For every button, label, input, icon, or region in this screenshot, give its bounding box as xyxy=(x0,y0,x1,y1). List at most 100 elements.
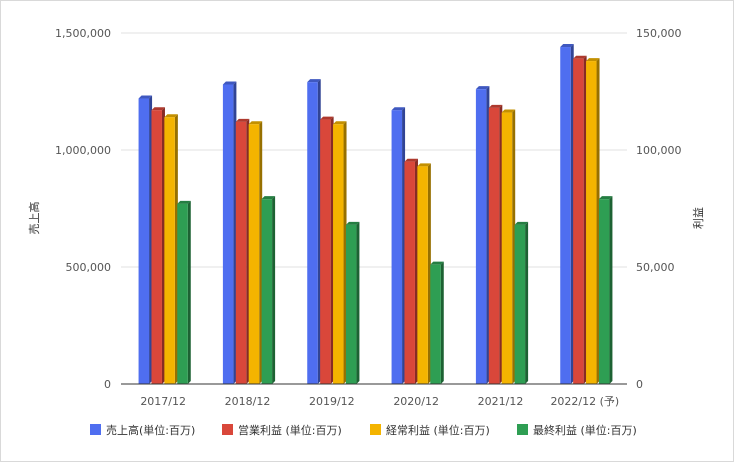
bar-top xyxy=(345,221,360,225)
bar-front xyxy=(320,119,331,384)
bar xyxy=(573,55,587,385)
bar-side xyxy=(499,104,503,384)
left-tick-label: 0 xyxy=(104,378,111,391)
bar-side xyxy=(414,158,418,384)
bar-top xyxy=(404,158,418,162)
bar-side xyxy=(149,95,153,385)
right-axis-ticks: 0 50,000 100,000 150,000 xyxy=(636,27,682,391)
right-tick-label: 0 xyxy=(636,378,643,391)
bar-front xyxy=(501,112,513,384)
bars xyxy=(138,44,613,385)
gridlines xyxy=(121,32,627,268)
bar-top xyxy=(307,79,321,83)
bar-front xyxy=(222,84,234,384)
bar xyxy=(307,79,321,384)
bar xyxy=(430,261,444,384)
bar xyxy=(222,81,237,384)
bar-front xyxy=(417,166,428,384)
bar xyxy=(235,118,250,385)
legend: 売上高(単位:百万) 営業利益 (単位:百万) 経常利益 (単位:百万) 最終利益 (… xyxy=(90,423,637,437)
bar-side xyxy=(402,107,406,384)
bar-side xyxy=(609,196,613,384)
bar xyxy=(138,95,153,385)
bar-top xyxy=(598,196,613,200)
bar-top xyxy=(235,118,250,122)
bar-top xyxy=(164,114,178,118)
bar xyxy=(261,196,276,384)
x-tick-label: 2020/12 xyxy=(393,395,439,408)
bar-top xyxy=(475,86,490,90)
bar-front xyxy=(333,124,344,384)
bar-front xyxy=(430,264,441,384)
bar-top xyxy=(333,121,347,125)
right-tick-label: 150,000 xyxy=(636,27,682,40)
bar xyxy=(177,200,191,384)
left-axis-ticks: 0 500,000 1,000,000 1,500,000 xyxy=(55,27,111,391)
bar-top xyxy=(560,44,574,48)
x-tick-label: 2022/12 (予) xyxy=(550,395,619,408)
x-axis-ticks: 2017/12 2018/12 2019/12 2020/12 2021/12 2022/… xyxy=(140,395,619,408)
legend-item: 経常利益 (単位:百万) xyxy=(370,423,490,437)
legend-label: 営業利益 (単位:百万) xyxy=(238,423,342,437)
bar-front xyxy=(586,61,597,385)
bar-top xyxy=(573,55,587,59)
bar xyxy=(320,116,334,384)
bar-front xyxy=(138,98,150,385)
bar-front xyxy=(475,89,487,384)
bar-side xyxy=(512,109,516,384)
bar-front xyxy=(598,199,610,384)
bar xyxy=(404,158,418,384)
bar-front xyxy=(151,110,162,384)
bar xyxy=(560,44,574,384)
bar-side xyxy=(343,121,347,384)
bar xyxy=(345,221,360,384)
bar-side xyxy=(440,261,444,384)
bar-top xyxy=(222,81,237,85)
bar xyxy=(475,86,490,384)
bar xyxy=(391,107,406,384)
bar xyxy=(514,221,529,384)
bar-side xyxy=(525,221,529,384)
bar-top xyxy=(320,116,334,120)
legend-swatch xyxy=(517,424,528,435)
bar-top xyxy=(488,104,503,108)
x-tick-label: 2019/12 xyxy=(309,395,355,408)
bar-side xyxy=(427,163,431,384)
bar-front xyxy=(261,199,273,384)
bar-side xyxy=(356,221,360,384)
left-tick-label: 1,500,000 xyxy=(55,27,111,40)
bar-top xyxy=(151,107,165,111)
bar-front xyxy=(177,203,188,384)
bar-front xyxy=(488,107,500,384)
bar-side xyxy=(187,200,191,384)
legend-swatch xyxy=(90,424,101,435)
legend-label: 経常利益 (単位:百万) xyxy=(386,423,490,437)
bar-top xyxy=(138,95,153,99)
bar-top xyxy=(417,163,431,167)
legend-swatch xyxy=(222,424,233,435)
bar xyxy=(164,114,178,385)
legend-swatch xyxy=(370,424,381,435)
bar xyxy=(333,121,347,384)
legend-item: 営業利益 (単位:百万) xyxy=(222,423,342,437)
bar-side xyxy=(583,55,587,385)
right-tick-label: 100,000 xyxy=(636,144,682,157)
bar xyxy=(598,196,613,384)
right-axis-title: 利益 xyxy=(691,207,705,229)
bar-front xyxy=(573,58,584,385)
bar-side xyxy=(233,81,237,384)
bar-top xyxy=(261,196,276,200)
x-tick-label: 2017/12 xyxy=(140,395,186,408)
bar-front xyxy=(404,161,415,384)
bar-top xyxy=(501,109,516,113)
bar-side xyxy=(330,116,334,384)
bar-front xyxy=(164,117,175,385)
bar-top xyxy=(391,107,406,111)
bar-side xyxy=(486,86,490,384)
bar-front xyxy=(391,110,403,384)
bar xyxy=(151,107,165,384)
legend-label: 売上高(単位:百万) xyxy=(106,423,195,437)
bar-front xyxy=(307,82,318,384)
bar-side xyxy=(161,107,165,384)
